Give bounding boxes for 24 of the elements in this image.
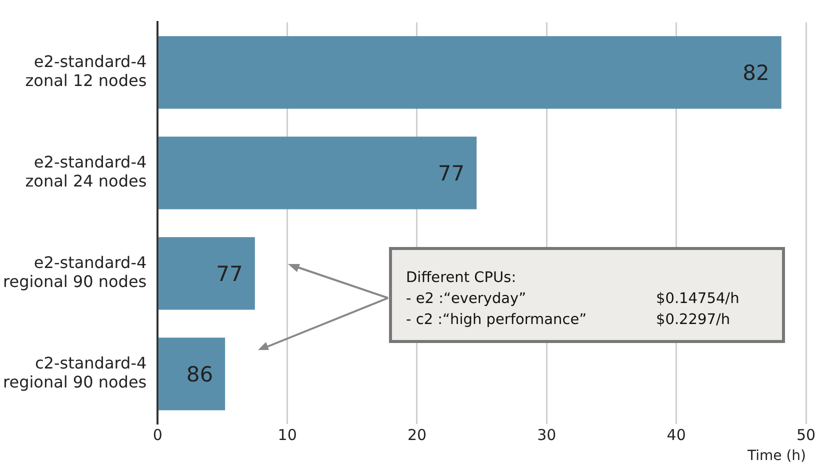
- bar: [158, 136, 477, 210]
- x-tick-label: 40: [666, 426, 686, 444]
- x-tick-label: 10: [278, 426, 297, 444]
- annotation: 82: [742, 60, 770, 85]
- annotation: $0.2297/h: [656, 311, 730, 330]
- annotation: - e2 :“everyday”: [406, 290, 528, 309]
- annotation: 77: [438, 161, 465, 186]
- y-tick-label: e2-standard-4 regional 90 nodes: [2, 253, 147, 292]
- y-tick-label: e2-standard-4 zonal 12 nodes: [25, 52, 147, 90]
- annotation: Different CPUs:: [406, 269, 518, 288]
- y-tick-label: e2-standard-4 zonal 24 nodes: [25, 152, 147, 191]
- x-tick-label: 30: [537, 426, 556, 444]
- annotation: 77: [216, 262, 243, 286]
- y-tick-label: c2-standard-4 regional 90 nodes: [2, 354, 147, 392]
- bar: [158, 237, 255, 310]
- x-tick-label: 50: [796, 426, 816, 444]
- bar: [158, 338, 226, 410]
- bar: [158, 36, 782, 109]
- annotation: 86: [186, 362, 214, 386]
- annotation: - c2 :“high performance”: [406, 311, 588, 330]
- x-tick-label: 0: [152, 426, 162, 444]
- annotation: $0.14754/h: [656, 290, 740, 309]
- x-axis-title: Time (h): [746, 448, 806, 464]
- x-tick-label: 20: [407, 426, 427, 444]
